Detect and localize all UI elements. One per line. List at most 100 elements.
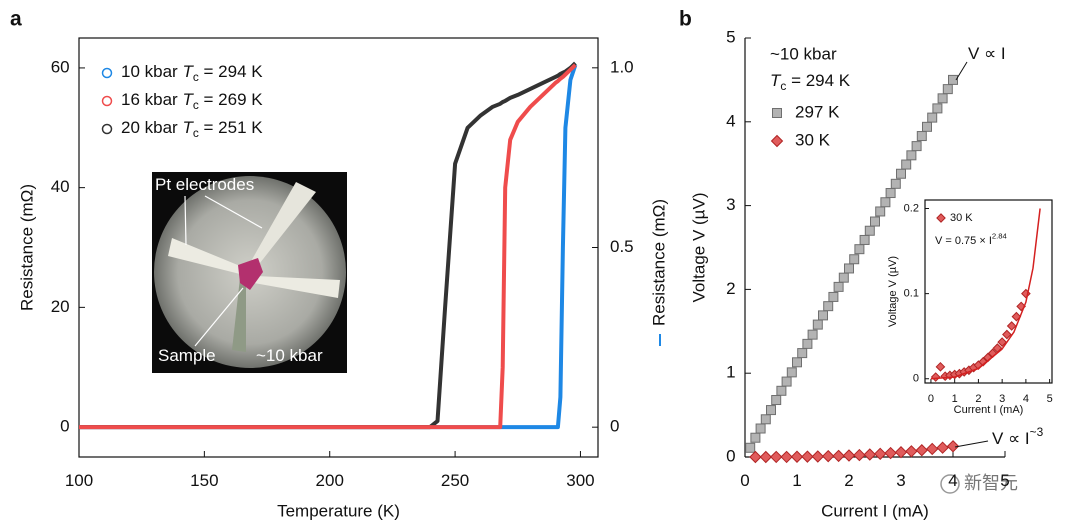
diamond-marker [884, 446, 897, 460]
diamond-marker [946, 440, 960, 453]
text-part: = 294 K [786, 71, 850, 90]
square-marker [838, 272, 849, 283]
text-part: ~10 kbar [256, 346, 323, 365]
y-tick-label: 0 [726, 446, 735, 465]
electrode [250, 182, 316, 268]
text-part: Pt electrodes [155, 175, 254, 194]
y-tick-label: 0.2 [904, 202, 919, 214]
annotation: Pt electrodes [155, 175, 254, 194]
series-line [930, 208, 1041, 380]
square-marker [781, 376, 792, 387]
annotation-leader [955, 61, 968, 81]
square-marker [807, 329, 818, 340]
square-marker [772, 108, 782, 118]
text-part: T [182, 90, 194, 109]
x-tick-label: 2 [975, 393, 981, 405]
square-marker [755, 423, 766, 434]
annotation-leader [954, 440, 989, 448]
x-tick-label: 0 [740, 471, 749, 490]
y-tick-label: 20 [51, 297, 70, 316]
diamond-marker [780, 450, 793, 464]
y-tick-label: 60 [51, 57, 70, 76]
annotation: V ∝ I~3 [992, 425, 1044, 448]
square-marker [828, 291, 839, 302]
square-marker [786, 367, 797, 378]
text-part: = 294 K [199, 62, 263, 81]
circle-marker [101, 95, 113, 107]
series-line [79, 63, 577, 430]
diamond-marker [769, 450, 783, 464]
plot-frame [924, 199, 1053, 384]
square-marker [854, 244, 865, 255]
diamond-marker [842, 449, 856, 462]
square-marker [916, 131, 927, 142]
diamond-marker [930, 372, 941, 382]
text-part: Sample [158, 346, 216, 365]
diamond-marker [863, 448, 877, 461]
square-marker [948, 74, 958, 85]
text-part: T [770, 71, 782, 90]
legend-label: 30 K [950, 212, 973, 224]
diamond-marker [770, 134, 784, 148]
legend-label: 30 K [795, 130, 831, 149]
square-marker [833, 281, 844, 292]
diamond-marker [853, 448, 866, 462]
x-axis-label: Current I (mA) [954, 404, 1024, 416]
text-part: V ∝ I [992, 429, 1030, 448]
electrode [254, 276, 340, 298]
diamond-marker [801, 450, 814, 463]
text-part: 2.84 [992, 232, 1008, 241]
x-axis-label: Temperature (K) [277, 501, 400, 520]
y2-tick-label: 0.5 [610, 237, 634, 256]
circle-marker [101, 123, 113, 135]
square-marker [922, 121, 932, 132]
y-tick-label: 4 [726, 111, 735, 130]
legend-label: 297 K [795, 102, 840, 121]
electrode [168, 238, 245, 274]
text-part: c [193, 70, 199, 84]
y2-axis-label: Resistance (mΩ) [649, 199, 668, 326]
square-marker [937, 93, 948, 104]
square-marker [797, 348, 808, 359]
y-tick-label: 1 [726, 363, 735, 382]
legend-label: 16 kbar Tc = 269 K [121, 90, 263, 112]
sample [238, 258, 263, 290]
diamond-marker [811, 450, 825, 463]
square-marker [844, 263, 854, 274]
square-marker [766, 405, 776, 416]
y-tick-label: 5 [726, 27, 735, 46]
annotation: V ∝ I [968, 44, 1006, 63]
pointer [204, 195, 263, 229]
text-part: T [182, 62, 194, 81]
diamond-marker [832, 449, 845, 463]
diamond-marker [1011, 311, 1022, 322]
y-tick-label: 0 [60, 417, 69, 436]
text-part: 16 kbar [121, 90, 182, 109]
x-tick-label: 0 [928, 393, 934, 405]
square-marker [792, 357, 802, 368]
x-tick-label: 300 [566, 471, 594, 490]
legend-title: ~10 kbar [770, 44, 837, 63]
square-marker [896, 168, 906, 179]
square-marker [885, 188, 896, 199]
square-marker [911, 141, 922, 152]
square-marker [906, 150, 917, 161]
square-marker [890, 178, 901, 189]
x-tick-label: 1 [792, 471, 801, 490]
panel-label: a [10, 8, 22, 31]
diamond-marker [1006, 321, 1017, 331]
legend-label: 20 kbar Tc = 251 K [121, 118, 263, 140]
x-tick-label: 2 [844, 471, 853, 490]
x-tick-label: 4 [948, 471, 957, 490]
watermark-text: 新智元 [964, 473, 1018, 493]
pointer [194, 287, 244, 347]
micrograph [152, 172, 347, 373]
text-part: V = 0.75 × I [935, 235, 992, 247]
diamond-marker [749, 450, 762, 464]
x-axis-label: Current I (mA) [821, 501, 929, 520]
circle-marker [101, 67, 113, 79]
text-part: c [193, 126, 199, 140]
panel-label: b [679, 8, 692, 31]
diamond-marker [936, 441, 949, 454]
text-part: 20 kbar [121, 118, 182, 137]
